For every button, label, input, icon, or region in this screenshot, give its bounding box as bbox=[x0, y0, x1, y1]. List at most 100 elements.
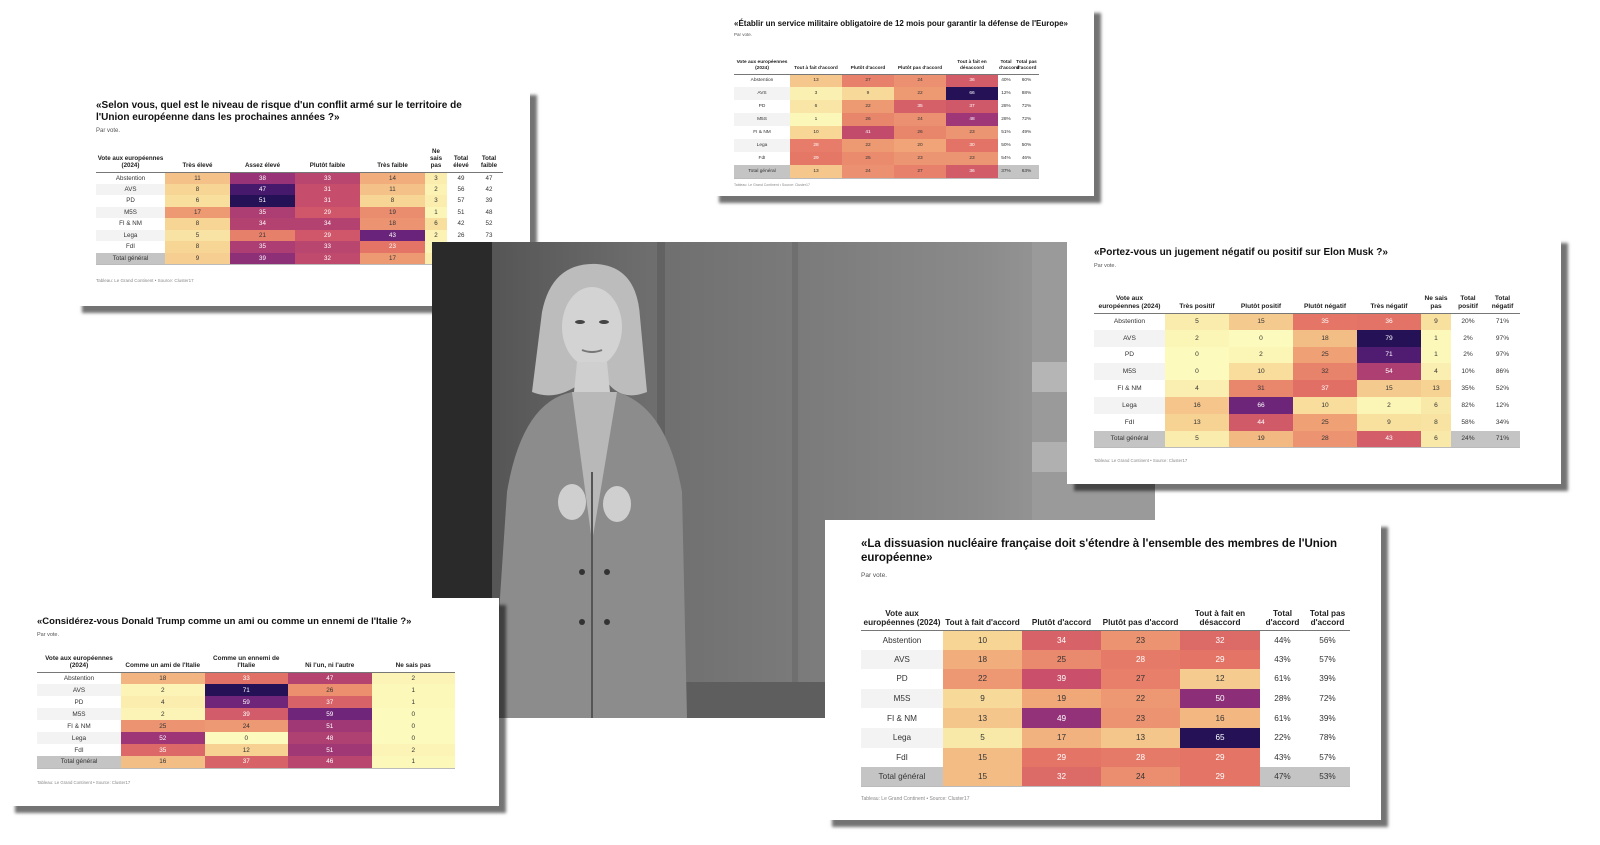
column-header: Tout à fait en désaccord bbox=[1180, 592, 1260, 631]
heat-cell: 15 bbox=[943, 767, 1022, 788]
total-cell: 40% bbox=[1001, 78, 1011, 84]
source-note: Tableau: Le Grand Continent • Source: Cl… bbox=[96, 278, 194, 283]
heat-cell: 51 bbox=[288, 744, 372, 756]
heat-cell: 50 bbox=[1180, 688, 1260, 709]
total-cell: 34% bbox=[1495, 418, 1510, 426]
heat-cell: 8 bbox=[165, 241, 230, 253]
heat-cell: 24 bbox=[842, 165, 894, 179]
heat-cell: 37 bbox=[946, 100, 998, 113]
heat-cell: 25 bbox=[1293, 346, 1357, 364]
source-note: Tableau: Le Grand Continent • Source: Cl… bbox=[37, 780, 131, 785]
heat-cell: 25 bbox=[842, 152, 894, 165]
row-label: Lega bbox=[37, 732, 121, 744]
source-note: Tableau: Le Grand Continent • Source: Cl… bbox=[1094, 458, 1188, 463]
source-note: Tableau: Le Grand Continent • Source: Cl… bbox=[734, 183, 810, 187]
heat-cell: 28 bbox=[1101, 649, 1180, 670]
heat-cell: 66 bbox=[1229, 396, 1293, 414]
table-row: Abstention 5 15 35 36 9 20% 71% bbox=[1094, 313, 1520, 330]
heat-cell: 13 bbox=[1101, 727, 1180, 748]
heat-cell: 28 bbox=[1101, 747, 1180, 768]
heatmap-table: Vote aux européennes (2024) Très positif P… bbox=[1094, 283, 1520, 448]
heat-cell: 5 bbox=[1165, 313, 1229, 330]
heatmap-table: Vote aux européennes (2024) Tout à fait d… bbox=[861, 592, 1350, 788]
card-subtitle: Par vote. bbox=[861, 572, 888, 579]
row-label: AVS bbox=[37, 684, 121, 696]
row-label: FI & NM bbox=[119, 220, 142, 228]
heat-cell: 5 bbox=[943, 727, 1022, 748]
source-note: Tableau: Le Grand Continent • Source: Cl… bbox=[861, 796, 970, 802]
heat-cell: 13 bbox=[1165, 413, 1229, 431]
total-cell: 48 bbox=[485, 208, 493, 216]
column-header: Ne sais pas bbox=[425, 146, 447, 173]
heat-cell: 19 bbox=[1229, 430, 1293, 448]
heat-cell: 24 bbox=[204, 720, 288, 732]
heat-cell: 2 bbox=[121, 708, 205, 720]
heat-cell: 29 bbox=[1180, 747, 1260, 768]
heat-cell: 47 bbox=[288, 672, 372, 684]
table-row: Lega 28 22 20 30 50% 50% bbox=[734, 139, 1064, 152]
total-cell: 43% bbox=[1274, 654, 1291, 664]
total-column-header: Total d'accord bbox=[1260, 592, 1305, 631]
column-header: Très élevé bbox=[165, 146, 230, 173]
column-header: Comme un ami de l'Italie bbox=[121, 650, 205, 673]
heat-cell: 22 bbox=[1101, 688, 1180, 709]
heat-cell: 48 bbox=[288, 732, 372, 744]
table-row: FI & NM 4 31 37 15 13 35% 52% bbox=[1094, 380, 1520, 397]
heat-cell: 3 bbox=[790, 87, 842, 100]
row-header: Vote aux européennes (2024) bbox=[37, 650, 121, 673]
row-label: M5S bbox=[37, 708, 121, 720]
heat-cell: 36 bbox=[946, 165, 998, 179]
heat-cell: 12 bbox=[1180, 669, 1260, 689]
heat-cell: 71 bbox=[1357, 346, 1421, 364]
column-header: Plutôt d'accord bbox=[1022, 592, 1101, 631]
heat-cell: 23 bbox=[1101, 708, 1180, 728]
total-row: Total général 16 37 46 1 bbox=[37, 756, 455, 769]
row-header: Vote aux européennes (2024) bbox=[861, 592, 943, 631]
row-label: Lega bbox=[734, 139, 790, 152]
heat-cell: 24 bbox=[894, 113, 946, 126]
heat-cell: 23 bbox=[894, 152, 946, 165]
column-header: Tout à fait d'accord bbox=[790, 46, 842, 75]
heat-cell: 6 bbox=[425, 218, 447, 230]
heat-cell: 31 bbox=[295, 183, 360, 195]
heat-cell: 34 bbox=[230, 218, 295, 230]
card-title: «Selon vous, quel est le niveau de risqu… bbox=[96, 100, 462, 123]
row-label: FdI bbox=[74, 746, 84, 754]
total-cell: 71% bbox=[1495, 318, 1510, 326]
total-cell: 73 bbox=[485, 231, 493, 239]
heat-cell: 25 bbox=[121, 720, 205, 732]
heat-cell: 18 bbox=[943, 649, 1022, 670]
heat-cell: 9 bbox=[842, 87, 894, 100]
total-cell: 51% bbox=[1001, 130, 1011, 135]
column-header: Ni l'un, ni l'autre bbox=[288, 650, 372, 673]
heatmap-table: Vote aux européennes (2024) Tout à fait d… bbox=[734, 46, 1064, 179]
heat-cell: 11 bbox=[360, 183, 425, 195]
total-column-header: Total élevé bbox=[447, 146, 475, 173]
total-cell: 52% bbox=[1495, 385, 1510, 393]
heat-cell: 5 bbox=[1165, 430, 1229, 448]
column-header: Tout à fait d'accord bbox=[943, 592, 1022, 631]
heat-cell: 0 bbox=[371, 732, 455, 744]
row-label: PD bbox=[1124, 351, 1135, 359]
row-label: FI & NM bbox=[1117, 385, 1142, 393]
table-row: Lega 16 66 10 2 6 82% 12% bbox=[1094, 396, 1520, 414]
row-label: Abstention bbox=[63, 674, 95, 682]
heat-cell: 1 bbox=[425, 206, 447, 218]
heat-cell: 79 bbox=[1357, 329, 1421, 347]
table-row: Abstention 13 27 24 36 40% 60% bbox=[734, 74, 1064, 87]
heat-cell: 0 bbox=[1229, 329, 1293, 347]
total-cell: 26 bbox=[457, 231, 465, 239]
heat-cell: 13 bbox=[790, 165, 842, 179]
heat-cell: 6 bbox=[1421, 396, 1451, 414]
heat-cell: 16 bbox=[1165, 396, 1229, 414]
heat-cell: 59 bbox=[204, 696, 288, 708]
heat-cell: 43 bbox=[1357, 430, 1421, 448]
row-label: AVS bbox=[1094, 329, 1165, 347]
total-cell: 28% bbox=[1274, 694, 1291, 704]
total-cell: 39% bbox=[1319, 674, 1336, 684]
heat-cell: 41 bbox=[842, 126, 894, 139]
row-header: Vote aux européennes (2024) bbox=[1094, 283, 1165, 314]
heat-cell: 13 bbox=[943, 708, 1022, 728]
total-cell: 2% bbox=[1463, 351, 1473, 359]
heat-cell: 10 bbox=[943, 630, 1022, 650]
